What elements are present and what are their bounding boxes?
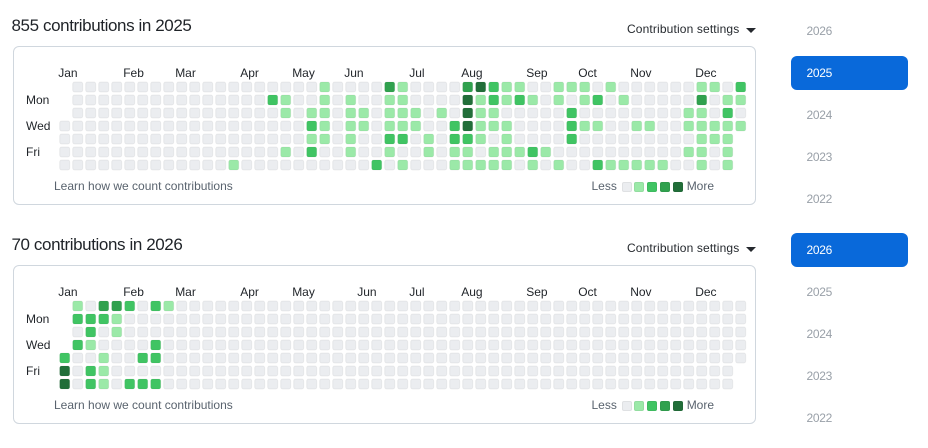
svg-text:Sep: Sep [526, 66, 548, 80]
svg-text:May: May [292, 285, 315, 299]
svg-text:Feb: Feb [123, 285, 144, 299]
svg-text:Nov: Nov [630, 285, 651, 299]
svg-text:Wed: Wed [26, 119, 50, 133]
svg-text:Jan: Jan [58, 66, 77, 80]
svg-text:Jun: Jun [344, 66, 363, 80]
svg-text:Apr: Apr [240, 285, 259, 299]
svg-text:Mon: Mon [26, 312, 49, 326]
svg-text:Mon: Mon [26, 93, 49, 107]
svg-text:Wed: Wed [26, 338, 50, 352]
svg-text:Feb: Feb [123, 66, 144, 80]
svg-text:Apr: Apr [240, 66, 259, 80]
svg-text:Aug: Aug [461, 285, 482, 299]
svg-text:Oct: Oct [578, 285, 597, 299]
svg-text:Aug: Aug [461, 66, 482, 80]
svg-text:Jul: Jul [409, 285, 424, 299]
svg-text:Jun: Jun [357, 285, 376, 299]
svg-text:Fri: Fri [26, 145, 40, 159]
svg-text:May: May [292, 66, 315, 80]
svg-text:Oct: Oct [578, 66, 597, 80]
svg-text:Nov: Nov [630, 66, 651, 80]
svg-text:Sep: Sep [526, 285, 548, 299]
svg-text:Mar: Mar [175, 285, 196, 299]
svg-text:Dec: Dec [695, 66, 716, 80]
svg-text:Dec: Dec [695, 285, 716, 299]
svg-text:Fri: Fri [26, 364, 40, 378]
svg-text:Jul: Jul [409, 66, 424, 80]
svg-text:Jan: Jan [58, 285, 77, 299]
svg-text:Mar: Mar [175, 66, 196, 80]
